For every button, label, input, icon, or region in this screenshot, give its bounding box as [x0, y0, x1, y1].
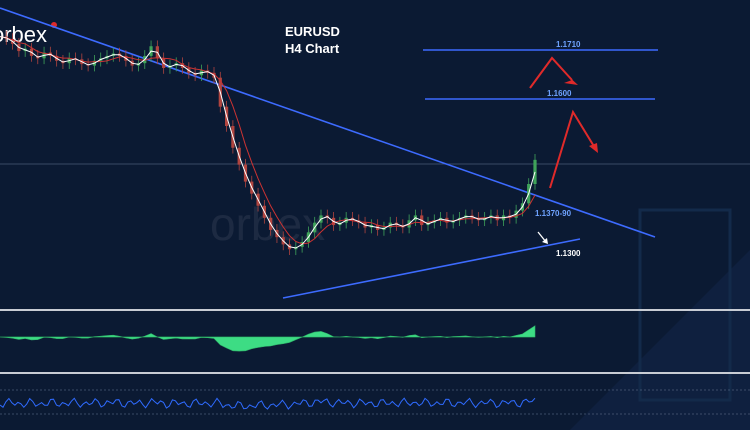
level-label-2: 1.1600	[547, 89, 572, 98]
ascending-trendline	[282, 238, 581, 299]
brand-logo: orbex	[0, 22, 47, 47]
projection-arrowhead-1	[564, 74, 578, 85]
ma-fast-line	[0, 36, 536, 249]
level-label-1: 1.1710	[556, 40, 581, 49]
chart-title: EURUSD	[285, 24, 340, 39]
projection-arrow-up-1	[529, 56, 573, 89]
alt-arrowhead-down	[542, 238, 548, 244]
histogram-area	[0, 325, 536, 352]
oscillator-line	[0, 397, 536, 410]
candles	[4, 30, 537, 256]
descending-trendline	[0, 7, 656, 238]
level-label-4: 1.1300	[556, 249, 581, 258]
ma-slow-line	[0, 36, 536, 245]
chart-subtitle: H4 Chart	[285, 41, 340, 56]
bg-frame	[638, 208, 732, 402]
watermark: orbex	[210, 198, 325, 250]
level-label-3: 1.1370-90	[535, 209, 572, 218]
projection-arrow-up-2	[549, 109, 596, 189]
projection-arrowhead-2	[589, 143, 598, 153]
bg-shade	[570, 250, 750, 430]
